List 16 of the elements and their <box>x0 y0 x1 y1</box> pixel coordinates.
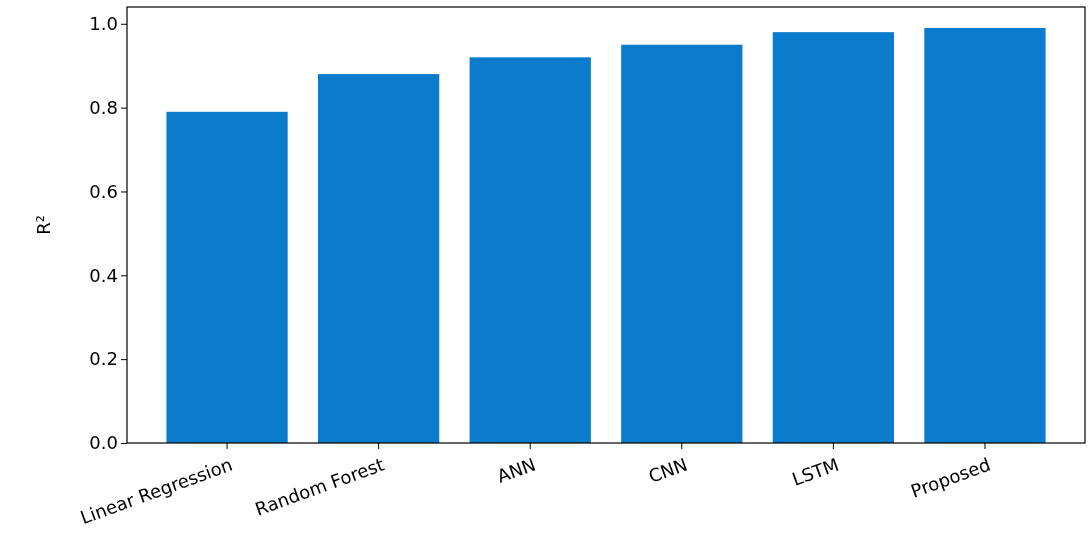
y-tick-label: 0.6 <box>89 180 118 202</box>
y-axis-title: R² <box>33 215 54 235</box>
bar <box>317 74 440 443</box>
bar <box>469 57 591 443</box>
bar <box>772 32 895 443</box>
bar <box>924 27 1046 443</box>
x-tick-label: LSTM <box>789 453 842 490</box>
y-tick-label: 0.4 <box>89 264 118 286</box>
x-tick-label: ANN <box>494 453 539 487</box>
y-tick-label: 0.0 <box>89 432 118 454</box>
bar <box>621 44 743 443</box>
x-tick-label: CNN <box>645 453 690 487</box>
y-tick-label: 0.2 <box>89 348 118 370</box>
y-tick-label: 0.8 <box>89 96 118 118</box>
bar <box>166 111 288 443</box>
y-tick-label: 1.0 <box>89 13 118 35</box>
